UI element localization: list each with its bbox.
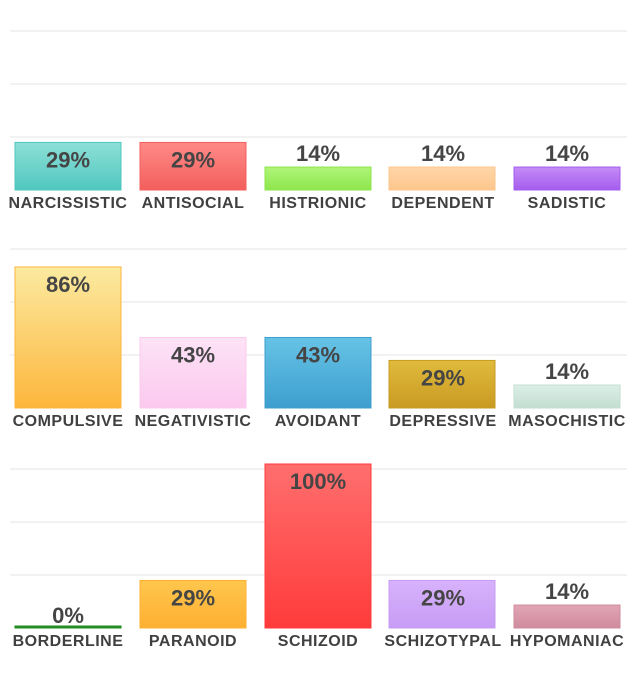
value-label-depressive: 29% — [421, 365, 465, 390]
bar-paranoid — [139, 579, 247, 629]
bar-hypomaniac — [513, 604, 621, 629]
category-label-schizoid: SCHIZOID — [278, 633, 358, 650]
value-label-narcissistic: 29% — [46, 147, 90, 172]
chart-panel-2: 86% COMPULSIVE 43% NEGATIVISTIC 43% AVOIDANT 2… — [10, 248, 627, 430]
category-label-avoidant: AVOIDANT — [275, 413, 361, 430]
value-label-schizoid: 100% — [290, 469, 346, 494]
category-label-schizotypal: SCHIZOTYPAL — [384, 633, 501, 650]
value-label-negativistic: 43% — [171, 342, 215, 367]
bar-sadistic — [513, 166, 621, 191]
category-label-histrionic: HISTRIONIC — [269, 195, 366, 212]
category-label-borderline: BORDERLINE — [13, 633, 124, 650]
category-label-narcissistic: NARCISSISTIC — [9, 195, 128, 212]
bar-narcissistic — [14, 141, 122, 191]
bar-borderline — [14, 625, 122, 629]
category-label-hypomaniac: HYPOMANIAC — [510, 633, 624, 650]
value-label-dependent: 14% — [421, 141, 465, 166]
value-label-paranoid: 29% — [171, 585, 215, 610]
bar-schizotypal — [388, 579, 496, 629]
bar-schizoid — [264, 463, 372, 629]
bar-histrionic — [264, 166, 372, 191]
value-label-antisocial: 29% — [171, 147, 215, 172]
category-label-paranoid: PARANOID — [149, 633, 237, 650]
bar-antisocial — [139, 141, 247, 191]
category-label-negativistic: NEGATIVISTIC — [135, 413, 252, 430]
value-label-sadistic: 14% — [545, 141, 589, 166]
bar-depressive — [388, 359, 496, 409]
category-label-dependent: DEPENDENT — [391, 195, 494, 212]
bar-compulsive — [14, 266, 122, 409]
bar-masochistic — [513, 384, 621, 409]
value-label-masochistic: 14% — [545, 359, 589, 384]
value-label-schizotypal: 29% — [421, 585, 465, 610]
value-label-compulsive: 86% — [46, 272, 90, 297]
chart-panel-1: 29% NARCISSISTIC 29% ANTISOCIAL 14% HISTRIONI… — [9, 30, 627, 212]
value-label-hypomaniac: 14% — [545, 579, 589, 604]
category-label-masochistic: MASOCHISTIC — [508, 413, 626, 430]
category-label-antisocial: ANTISOCIAL — [142, 195, 245, 212]
category-label-compulsive: COMPULSIVE — [13, 413, 124, 430]
category-label-depressive: DEPRESSIVE — [389, 413, 496, 430]
bar-dependent — [388, 166, 496, 191]
value-label-histrionic: 14% — [296, 141, 340, 166]
value-label-avoidant: 43% — [296, 342, 340, 367]
value-label-borderline: 0% — [52, 603, 84, 628]
bar-avoidant — [264, 336, 372, 409]
category-label-sadistic: SADISTIC — [528, 195, 607, 212]
chart-panel-3: 0% BORDERLINE 29% PARANOID 100% SCHIZOID 29% SC… — [10, 463, 627, 650]
bar-negativistic — [139, 336, 247, 409]
